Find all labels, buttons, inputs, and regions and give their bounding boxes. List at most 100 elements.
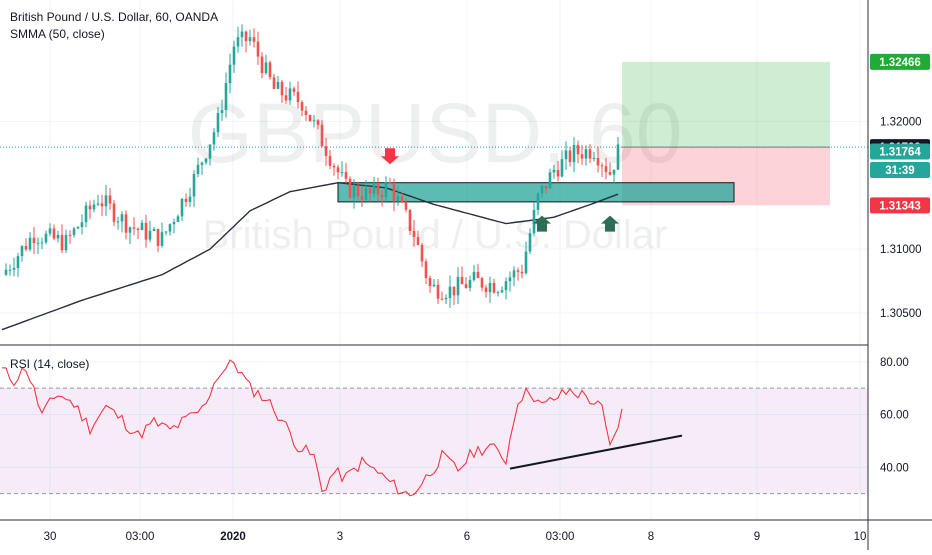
candle — [560, 150, 564, 178]
candle-body — [572, 145, 576, 163]
candle-body — [388, 182, 392, 184]
candle — [240, 24, 244, 47]
candle-body — [348, 178, 352, 198]
candle — [608, 162, 612, 176]
candle-body — [524, 251, 528, 274]
candle — [300, 100, 304, 117]
candle-body — [316, 120, 320, 125]
candle-body — [28, 237, 32, 250]
candle — [276, 75, 280, 90]
candle — [180, 197, 184, 221]
candle — [472, 265, 476, 282]
candle-body — [56, 234, 60, 239]
candle — [548, 168, 552, 189]
candle-body — [432, 284, 436, 287]
candle — [136, 227, 140, 240]
candle — [36, 237, 40, 255]
candle-body — [48, 228, 52, 234]
candle-body — [480, 278, 484, 288]
rsi-tick-label: 40.00 — [880, 462, 909, 474]
candle — [392, 178, 396, 212]
candle-body — [612, 169, 616, 175]
rsi-line — [1, 359, 623, 497]
candle — [120, 211, 124, 233]
candle — [144, 214, 148, 248]
markers[interactable] — [381, 148, 619, 232]
candle — [80, 214, 84, 235]
time-tick-label: 30 — [44, 531, 57, 543]
candle — [468, 275, 472, 292]
candle-body — [328, 156, 332, 166]
candle-body — [156, 228, 160, 246]
candle — [128, 226, 132, 245]
candle — [552, 164, 556, 179]
candle — [92, 199, 96, 213]
price-tag-box — [870, 143, 930, 160]
candle — [420, 243, 424, 267]
candle — [228, 53, 232, 94]
candle — [108, 188, 112, 210]
candle — [200, 161, 204, 176]
chart-title: British Pound / U.S. Dollar, 60, OANDA — [10, 10, 219, 24]
candle — [184, 193, 188, 207]
candle-body — [272, 77, 276, 89]
rsi-trendline — [509, 434, 683, 470]
candle-body — [104, 195, 108, 207]
candle — [244, 30, 248, 53]
candle — [484, 284, 488, 298]
candle — [348, 176, 352, 200]
candle-body — [360, 196, 364, 200]
candle — [404, 198, 408, 213]
price-tick-label: 1.31000 — [880, 244, 922, 256]
candle-body — [592, 157, 596, 159]
candle — [96, 194, 100, 207]
candle — [568, 146, 572, 167]
candle — [444, 294, 448, 305]
candle-body — [352, 185, 356, 198]
candle — [328, 149, 332, 170]
candle-body — [588, 149, 592, 159]
candle-body — [532, 209, 536, 234]
candle — [52, 224, 56, 241]
candle — [388, 177, 392, 185]
candle — [464, 277, 468, 289]
candle — [600, 162, 604, 178]
candle — [616, 136, 620, 170]
candle — [504, 277, 508, 300]
candle-body — [68, 234, 72, 236]
candle-body — [40, 242, 44, 244]
candle — [592, 151, 596, 162]
candle — [596, 146, 600, 173]
candle — [196, 157, 200, 178]
candle — [204, 157, 208, 165]
candle-body — [616, 144, 620, 170]
indicator-label: SMMA (50, close) — [10, 27, 105, 41]
candle — [44, 230, 48, 245]
candle-body — [172, 221, 176, 225]
candle-body — [564, 150, 568, 160]
support-zone[interactable] — [337, 182, 735, 203]
candle-body — [452, 286, 456, 296]
candle-body — [512, 270, 516, 278]
candle — [544, 185, 548, 194]
candle-body — [292, 88, 296, 92]
candle-body — [372, 184, 376, 194]
price-tag-label: 1.31764 — [879, 147, 921, 159]
smma-path — [1, 181, 619, 331]
candle — [496, 290, 500, 297]
candle-body — [556, 170, 560, 177]
candle — [156, 228, 160, 253]
candle — [132, 217, 136, 236]
candle-body — [248, 37, 252, 42]
candle-body — [488, 283, 492, 293]
candle-body — [404, 202, 408, 210]
candle-body — [400, 196, 404, 203]
candle-body — [276, 81, 280, 89]
candle-body — [604, 166, 608, 173]
candle-body — [544, 185, 548, 189]
candle — [264, 54, 268, 75]
rsi-tick-label: 80.00 — [880, 357, 909, 369]
candle-body — [324, 146, 328, 157]
candle — [604, 157, 608, 180]
candle — [68, 230, 72, 244]
